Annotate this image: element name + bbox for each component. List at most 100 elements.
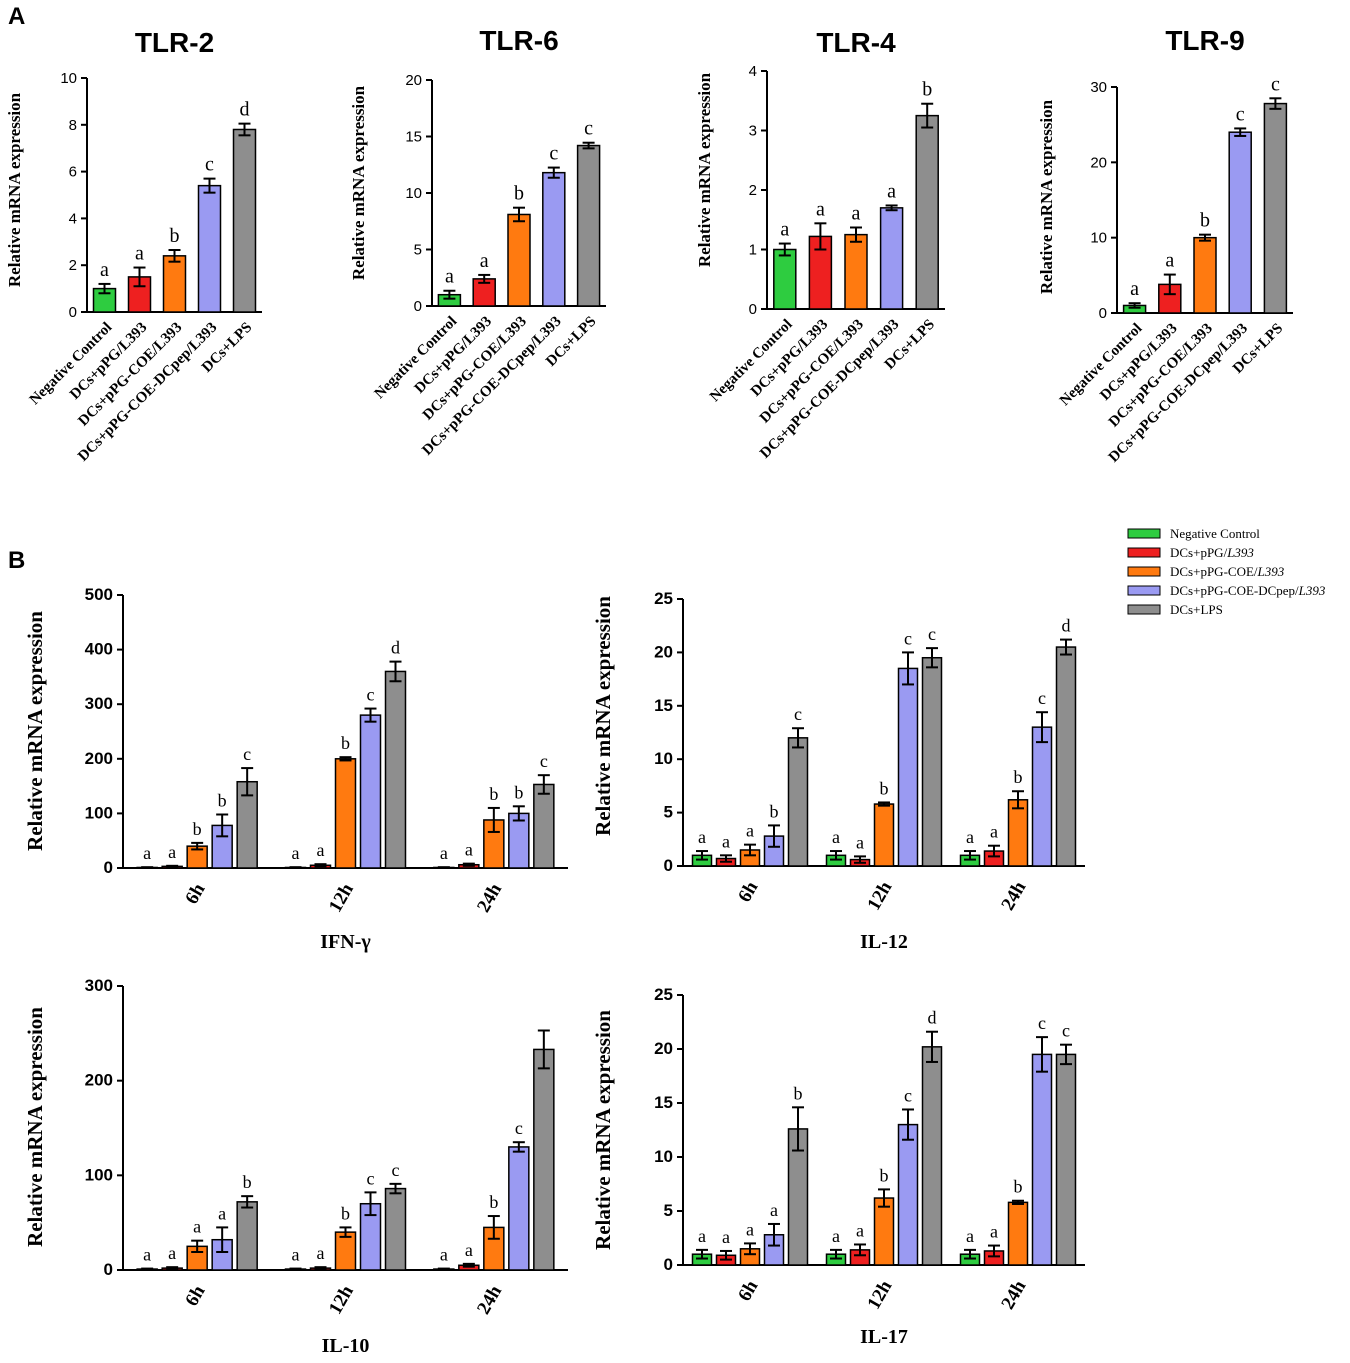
significance-letter: c [1236,103,1245,125]
x-tick-label: 24h [473,880,506,916]
significance-letter: b [193,819,202,839]
significance-letter: b [489,784,498,804]
y-tick-label: 0 [664,1255,673,1274]
bar [921,656,943,867]
significance-letter: a [990,1222,998,1242]
bar [921,1046,943,1266]
significance-letter: a [143,843,151,863]
x-tick-label: 24h [997,1277,1030,1313]
bar [897,1123,919,1266]
bar [873,803,895,867]
significance-letter: a [852,202,861,224]
y-tick-label: 15 [654,696,673,715]
significance-letter: b [1014,1177,1023,1197]
significance-letter: a [966,1226,974,1246]
bar [879,207,904,310]
y-tick-label: 300 [85,976,113,995]
y-tick-label: 5 [664,803,673,822]
x-tick-label: 12h [325,1282,358,1318]
legend: Negative Control DCs+pPG/L393 DCs+pPG-CO… [1127,526,1326,617]
significance-letter: c [904,1085,912,1105]
y-tick-label: 25 [654,985,673,1004]
bar [359,714,382,869]
significance-letter: a [698,827,706,847]
bar [334,758,357,869]
significance-letter: c [367,685,375,705]
significance-letter: c [794,704,802,724]
significance-letter: a [292,1245,300,1265]
bar [1031,726,1053,867]
significance-letter: b [770,801,779,821]
significance-letter: a [168,1243,176,1263]
significance-letter: b [880,1165,889,1185]
bar [533,783,555,869]
significance-letter: b [514,183,524,205]
bar [162,255,187,313]
x-tick-label: 12h [325,880,358,916]
y-axis-label: Relative mRNA expression [695,72,714,267]
significance-letter: a [193,1217,201,1237]
significance-letter: c [392,1160,400,1180]
y-tick-label: 100 [85,1165,113,1184]
y-tick-label: 10 [60,70,77,87]
significance-letter: a [990,822,998,842]
significance-letter: b [794,1083,803,1103]
bar [1007,799,1029,867]
y-tick-label: 0 [104,1260,113,1279]
significance-letter: b [489,1192,498,1212]
y-tick-label: 20 [654,1039,673,1058]
y-axis-label: Relative mRNA expression [591,1010,615,1250]
chart-title: IL-17 [860,1326,908,1348]
bar [897,667,919,867]
bar [915,114,939,310]
y-tick-label: 0 [104,858,113,877]
y-tick-label: 5 [664,1201,673,1220]
significance-letter: a [832,1226,840,1246]
chart-title: TLR-6 [479,25,558,56]
significance-letter: c [584,118,593,140]
bar [1007,1201,1029,1266]
bar [197,184,222,313]
y-tick-label: 2 [69,257,77,274]
x-tick-label: 12h [863,1277,896,1313]
significance-letter: c [540,751,548,771]
y-tick-label: 15 [405,129,422,146]
bar [384,670,407,869]
significance-letter: b [218,790,227,810]
bar [773,248,797,310]
y-tick-label: 0 [69,304,77,321]
y-axis-label: Relative mRNA expression [349,85,368,280]
significance-letter: a [465,1240,473,1260]
y-tick-label: 4 [749,63,757,80]
bar [1263,102,1288,314]
bar [542,171,566,307]
y-tick-label: 200 [85,1071,113,1090]
y-tick-label: 20 [1090,154,1107,171]
significance-letter: a [143,1245,151,1265]
significance-letter: a [1165,250,1174,272]
significance-letter: a [770,1200,778,1220]
y-tick-label: 300 [85,694,113,713]
y-axis-label: Relative mRNA expression [1037,99,1056,294]
bar [508,812,530,869]
significance-letter: a [292,843,300,863]
bar [1228,131,1252,314]
significance-letter: c [243,744,251,764]
significance-letter: c [1038,1013,1046,1033]
significance-letter: a [440,843,448,863]
significance-letter: b [514,782,523,802]
x-tick-label: 24h [473,1282,506,1318]
significance-letter: a [722,1227,730,1247]
significance-letter: a [317,840,325,860]
x-tick-label: 6h [734,878,762,906]
significance-letter: a [317,1243,325,1263]
bar [508,1146,530,1271]
y-tick-label: 25 [654,589,673,608]
y-tick-label: 10 [1090,230,1107,247]
y-tick-label: 20 [405,72,422,89]
y-tick-label: 0 [664,856,673,875]
